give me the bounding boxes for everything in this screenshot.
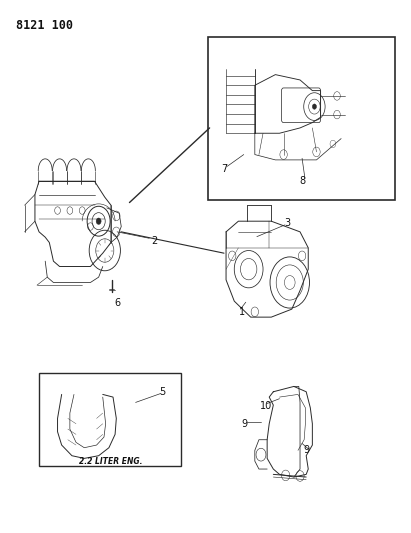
Text: 10: 10 — [260, 401, 272, 411]
Bar — [208, 37, 395, 200]
Text: 2.2 LITER ENG.: 2.2 LITER ENG. — [79, 457, 143, 465]
Text: 2: 2 — [151, 236, 157, 246]
Text: 1: 1 — [240, 307, 245, 317]
Bar — [39, 373, 181, 466]
Text: 8121 100: 8121 100 — [16, 19, 74, 31]
Text: 7: 7 — [221, 164, 227, 174]
Circle shape — [96, 218, 101, 224]
Text: 6: 6 — [114, 298, 120, 308]
Text: 5: 5 — [159, 387, 166, 397]
Text: 3: 3 — [285, 218, 291, 228]
Text: 8: 8 — [299, 176, 305, 186]
Text: 9: 9 — [242, 419, 247, 429]
Circle shape — [312, 104, 316, 109]
Text: 9: 9 — [303, 446, 309, 455]
